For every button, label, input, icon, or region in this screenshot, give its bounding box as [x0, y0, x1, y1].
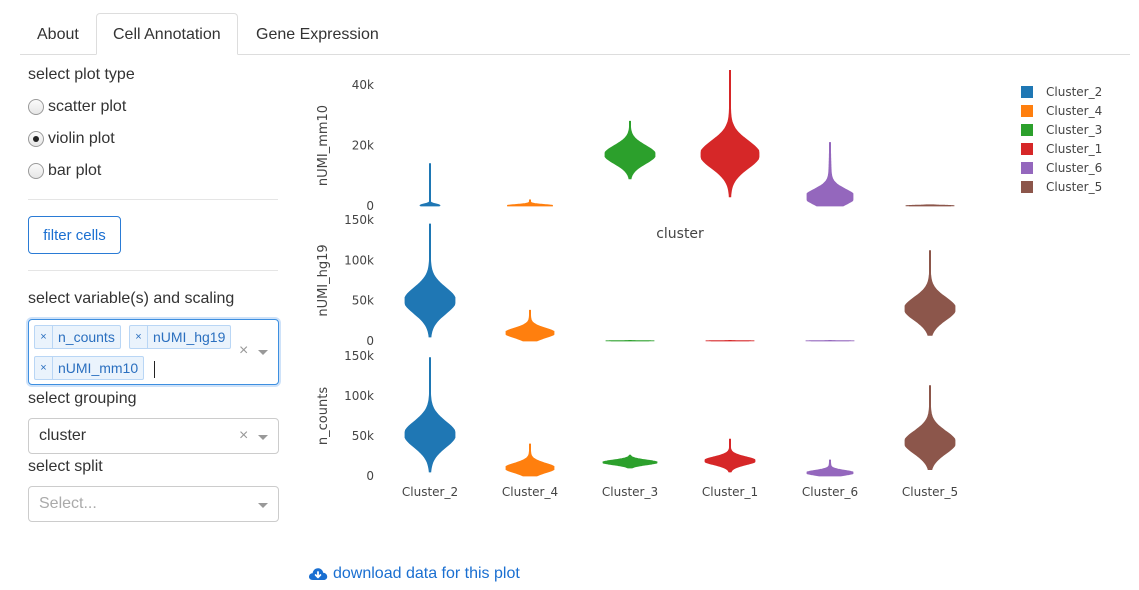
legend-swatch	[1021, 143, 1033, 155]
radio-button-selected[interactable]	[28, 131, 44, 147]
divider	[28, 270, 278, 271]
radio-label: scatter plot	[48, 98, 127, 115]
legend-swatch	[1021, 105, 1033, 117]
grouping-label: select grouping	[28, 390, 137, 407]
violin-cluster-5	[905, 204, 955, 207]
y-tick-label: 0	[366, 199, 374, 213]
download-label: download data for this plot	[333, 565, 520, 582]
legend-swatch	[1021, 124, 1033, 136]
violin-cluster-3	[605, 340, 655, 342]
x-tick-label: Cluster_4	[502, 485, 558, 499]
y-axis-label: nUMI_mm10	[316, 105, 331, 186]
y-tick-label: 0	[366, 334, 374, 348]
chip-numi-hg19: × nUMI_hg19	[129, 325, 232, 349]
violin-cluster-2	[404, 223, 456, 338]
violin-cluster-5	[904, 250, 956, 336]
y-tick-label: 100k	[344, 253, 374, 267]
violin-cluster-1	[705, 340, 755, 342]
chip-label: nUMI_hg19	[153, 329, 226, 345]
radio-bar-plot[interactable]: bar plot	[28, 160, 101, 182]
split-label: select split	[28, 458, 103, 475]
x-tick-label: Cluster_2	[402, 485, 458, 499]
chevron-down-icon[interactable]	[258, 435, 268, 440]
y-tick-label: 50k	[352, 294, 374, 308]
chip-remove-icon[interactable]: ×	[130, 326, 148, 348]
y-tick-label: 0	[366, 469, 374, 483]
legend-label: Cluster_5	[1046, 180, 1102, 194]
chip-remove-icon[interactable]: ×	[35, 357, 53, 379]
violin-cluster-4	[505, 309, 555, 342]
violin-cluster-6	[806, 459, 854, 477]
plot-type-label: select plot type	[28, 66, 135, 83]
y-axis-label: nUMI_hg19	[316, 244, 331, 316]
violin-cluster-1	[704, 438, 756, 473]
chip-label: n_counts	[58, 329, 115, 345]
cloud-download-icon	[308, 568, 328, 580]
legend-label: Cluster_3	[1046, 123, 1102, 137]
chip-remove-icon[interactable]: ×	[35, 326, 53, 348]
chevron-down-icon[interactable]	[258, 350, 268, 355]
y-tick-label: 150k	[344, 213, 374, 227]
y-axis-label: n_counts	[316, 387, 331, 445]
y-tick-label: 40k	[352, 78, 374, 92]
chevron-down-icon[interactable]	[258, 503, 268, 508]
clear-icon[interactable]: ×	[239, 342, 249, 359]
violin-cluster-6	[805, 340, 855, 342]
x-tick-label: Cluster_1	[702, 485, 758, 499]
radio-scatter-plot[interactable]: scatter plot	[28, 96, 126, 118]
chip-label: nUMI_mm10	[58, 360, 139, 376]
x-tick-label: Cluster_3	[602, 485, 658, 499]
tab-bar: About Cell Annotation Gene Expression	[20, 13, 1130, 55]
grouping-value: cluster	[39, 427, 87, 444]
split-placeholder: Select...	[39, 495, 97, 512]
violin-plot[interactable]: 0 20k 40k nUMI_mm10 0 50k 100k 150k nUMI_hg19 0 50…	[300, 70, 1130, 510]
clear-icon[interactable]: ×	[239, 427, 249, 444]
violin-cluster-3	[602, 454, 658, 469]
radio-label: bar plot	[48, 162, 102, 179]
y-tick-label: 20k	[352, 139, 374, 153]
violin-cluster-2	[419, 163, 441, 207]
legend-swatch	[1021, 86, 1033, 98]
tab-about[interactable]: About	[37, 26, 79, 43]
violin-cluster-1	[700, 70, 760, 198]
legend-label: Cluster_6	[1046, 161, 1102, 175]
divider	[28, 199, 278, 200]
text-cursor	[154, 361, 155, 378]
tab-cell-annotation[interactable]: Cell Annotation	[96, 13, 238, 55]
legend-label: Cluster_1	[1046, 142, 1102, 156]
radio-label: violin plot	[48, 130, 115, 147]
violin-cluster-4	[505, 443, 555, 477]
violin-cluster-2	[404, 357, 456, 473]
radio-button[interactable]	[28, 163, 44, 179]
radio-violin-plot[interactable]: violin plot	[28, 128, 115, 150]
grouping-select[interactable]: cluster ×	[28, 418, 279, 454]
x-axis-label: cluster	[656, 226, 704, 242]
filter-cells-button[interactable]: filter cells	[28, 216, 121, 254]
legend-label: Cluster_4	[1046, 104, 1102, 118]
variables-multiselect[interactable]: × n_counts × nUMI_hg19 × nUMI_mm10 ×	[28, 319, 279, 385]
legend-swatch	[1021, 181, 1033, 193]
variables-label: select variable(s) and scaling	[28, 290, 235, 307]
split-select[interactable]: Select...	[28, 486, 279, 522]
y-tick-label: 150k	[344, 349, 374, 363]
y-tick-label: 100k	[344, 389, 374, 403]
tab-gene-expression[interactable]: Gene Expression	[256, 26, 379, 43]
violin-cluster-6	[806, 142, 854, 207]
violin-cluster-5	[904, 385, 956, 470]
violin-cluster-4	[507, 199, 553, 207]
legend-label: Cluster_2	[1046, 85, 1102, 99]
violin-cluster-3	[604, 120, 656, 180]
chip-numi-mm10: × nUMI_mm10	[34, 356, 145, 380]
legend-swatch	[1021, 162, 1033, 174]
x-tick-label: Cluster_5	[902, 485, 958, 499]
x-tick-label: Cluster_6	[802, 485, 858, 499]
chip-n-counts: × n_counts	[34, 325, 121, 349]
radio-button[interactable]	[28, 99, 44, 115]
y-tick-label: 50k	[352, 429, 374, 443]
download-data-link[interactable]: download data for this plot	[308, 565, 520, 583]
